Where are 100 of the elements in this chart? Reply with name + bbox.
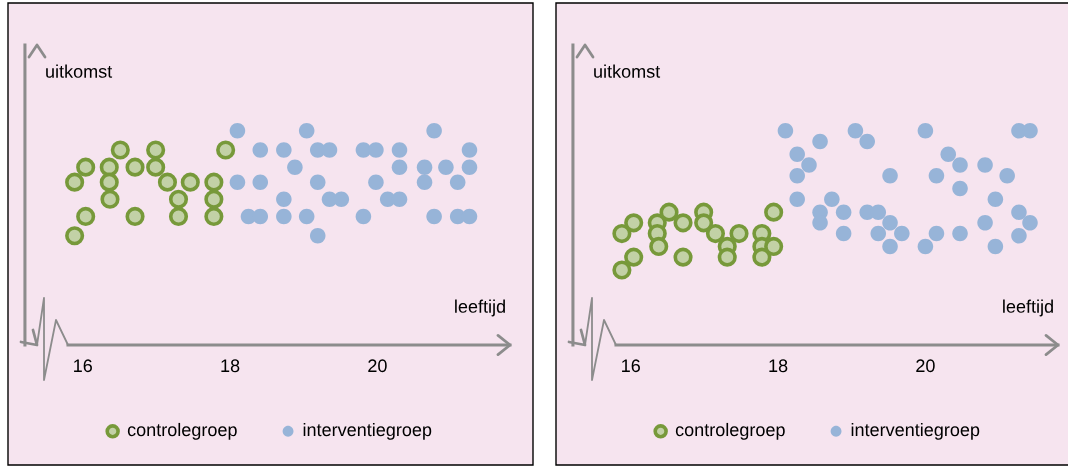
- point: [882, 167, 898, 184]
- point: [812, 215, 828, 231]
- point: [1011, 227, 1027, 244]
- point: [999, 167, 1015, 184]
- point: [65, 226, 85, 246]
- point: [229, 174, 246, 190]
- point: [612, 224, 632, 244]
- point: [276, 191, 292, 208]
- point: [180, 172, 200, 192]
- x-tick-label: 20: [368, 359, 387, 373]
- x-tick-label: 18: [769, 359, 788, 373]
- point: [204, 189, 224, 209]
- point: [812, 133, 828, 150]
- point: [729, 224, 749, 244]
- point: [1022, 215, 1038, 231]
- point: [99, 157, 119, 177]
- point: [847, 122, 864, 139]
- point: [952, 225, 968, 242]
- point: [252, 142, 269, 158]
- y-axis-title: uitkomst: [594, 64, 661, 78]
- point: [298, 122, 315, 139]
- point: [882, 215, 898, 231]
- point: [659, 202, 679, 222]
- point: [76, 206, 96, 226]
- point: [252, 174, 269, 190]
- point: [321, 142, 338, 158]
- point: [835, 204, 852, 220]
- point: [917, 238, 934, 255]
- point: [76, 157, 96, 177]
- point: [952, 157, 968, 173]
- point: [216, 140, 236, 160]
- point: [146, 157, 166, 177]
- point: [438, 159, 454, 175]
- point: [882, 238, 898, 255]
- point: [298, 208, 315, 225]
- point: [789, 167, 805, 184]
- point: [673, 247, 693, 267]
- point: [168, 189, 189, 209]
- point: [110, 140, 130, 160]
- point: [146, 140, 166, 160]
- point: [125, 206, 145, 226]
- point: [461, 142, 478, 158]
- point: [717, 247, 737, 267]
- point: [940, 146, 956, 163]
- point: [229, 122, 246, 139]
- x-tick-label: 18: [221, 359, 240, 373]
- point: [416, 159, 433, 175]
- point: [333, 191, 350, 208]
- point: [461, 208, 478, 225]
- point: [977, 215, 993, 231]
- point: [859, 133, 875, 150]
- point: [309, 174, 326, 190]
- point: [870, 225, 887, 242]
- point: [168, 206, 189, 226]
- point: [157, 172, 178, 192]
- point: [100, 189, 120, 209]
- point: [870, 204, 887, 220]
- point: [426, 122, 442, 139]
- point: [777, 122, 794, 139]
- legend-label: controlegroep: [675, 422, 785, 440]
- point: [426, 208, 442, 225]
- x-tick-label: 20: [916, 359, 935, 373]
- point: [789, 146, 805, 163]
- legend-label: controlegroep: [127, 422, 237, 440]
- point: [752, 247, 772, 267]
- x-tick-label: 16: [74, 359, 92, 373]
- point: [764, 236, 784, 256]
- point: [416, 174, 433, 190]
- point: [649, 236, 669, 256]
- point: [276, 142, 292, 158]
- point: [835, 225, 852, 242]
- point: [204, 172, 224, 192]
- point: [276, 208, 292, 225]
- point: [789, 191, 805, 208]
- x-axis-title: leeftijd: [1003, 299, 1053, 317]
- x-tick-label: 16: [622, 359, 640, 373]
- point: [355, 208, 372, 225]
- point: [204, 206, 224, 226]
- point: [368, 142, 384, 158]
- point: [987, 238, 1004, 255]
- point: [309, 227, 326, 244]
- point: [252, 208, 269, 225]
- point: [624, 213, 644, 233]
- point: [1011, 204, 1027, 220]
- point: [673, 213, 693, 233]
- point: [391, 159, 408, 175]
- point: [612, 260, 632, 280]
- legend-label: interventiegroep: [303, 422, 432, 440]
- y-axis-title: uitkomst: [46, 64, 113, 78]
- x-axis-title: leeftijd: [455, 299, 505, 317]
- point: [1022, 122, 1038, 139]
- point: [824, 191, 840, 208]
- point: [928, 225, 945, 242]
- point: [449, 174, 466, 190]
- point: [624, 247, 644, 267]
- point: [977, 157, 993, 173]
- point: [391, 142, 408, 158]
- point: [952, 180, 968, 197]
- point: [391, 191, 408, 208]
- point: [987, 191, 1004, 208]
